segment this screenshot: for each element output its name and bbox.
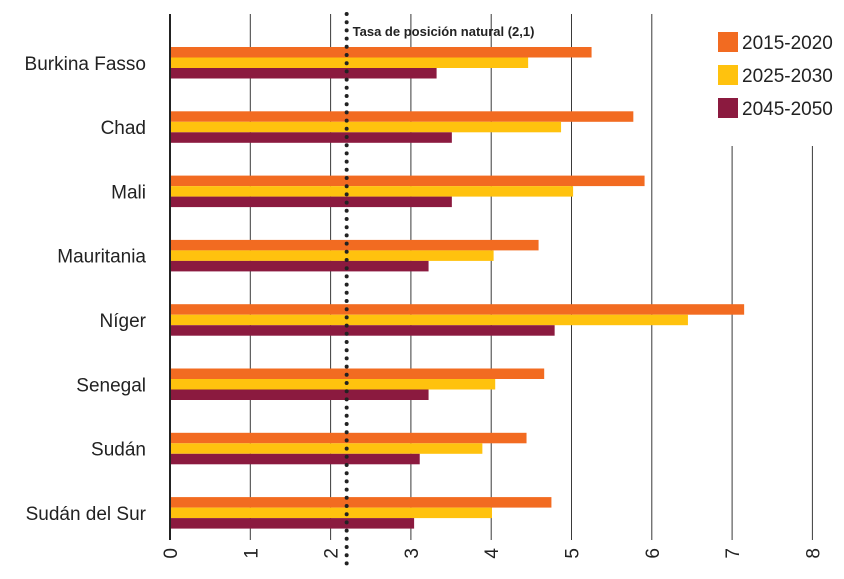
legend-swatch: [718, 32, 738, 52]
bar-níger-2045-2050: [170, 325, 555, 336]
x-tick-label: 3: [402, 548, 423, 559]
bar-burkina-fasso-2025-2030: [170, 57, 529, 68]
legend-label: 2015-2020: [742, 33, 833, 54]
bars: [170, 47, 745, 529]
x-tick-label: 2: [322, 548, 343, 559]
category-label: Níger: [100, 311, 147, 332]
bar-burkina-fasso-2045-2050: [170, 68, 437, 79]
reference-line-label: Tasa de posición natural (2,1): [353, 24, 535, 39]
x-tick-label: 8: [803, 548, 824, 559]
bar-mauritania-2045-2050: [170, 260, 429, 272]
category-labels: Burkina Fasso Chad Mali Mauritania Níger Sene…: [25, 54, 147, 525]
bar-sudán-2045-2050: [170, 453, 420, 465]
x-tick-label: 1: [241, 548, 262, 559]
category-label: Sudán: [91, 440, 146, 461]
bar-senegal-2015-2020: [170, 368, 545, 379]
legend-label: 2045-2050: [742, 99, 833, 120]
bar-sudán-del-sur-2045-2050: [170, 518, 415, 529]
bar-mali-2015-2020: [170, 175, 645, 187]
category-label: Burkina Fasso: [25, 54, 146, 75]
bar-mauritania-2015-2020: [170, 239, 539, 251]
reference-line-group: Tasa de posición natural (2,1): [344, 12, 535, 568]
bar-sudán-2025-2030: [170, 443, 483, 454]
x-tick-label: 6: [643, 548, 664, 559]
bar-mali-2025-2030: [170, 186, 574, 197]
x-tick-labels: 0 1 2 3 4 5 6 7 8: [161, 548, 824, 559]
bar-sudán-del-sur-2025-2030: [170, 507, 493, 519]
grid-lines: [249, 14, 813, 540]
bar-senegal-2025-2030: [170, 379, 496, 390]
bar-mauritania-2025-2030: [170, 250, 494, 261]
category-label: Sudán del Sur: [26, 504, 147, 525]
legend: 2015-2020 2025-2030 2045-2050: [718, 32, 833, 120]
x-tick-label: 7: [723, 548, 744, 559]
x-tick-label: 4: [482, 548, 503, 559]
x-tick-label: 5: [563, 548, 584, 559]
legend-swatch: [718, 65, 738, 85]
bar-chad-2015-2020: [170, 111, 634, 122]
category-label: Mali: [111, 182, 146, 203]
bar-mali-2045-2050: [170, 196, 452, 208]
bar-níger-2015-2020: [170, 304, 745, 315]
legend-swatch: [718, 98, 738, 118]
bar-senegal-2045-2050: [170, 389, 429, 400]
bar-sudán-del-sur-2015-2020: [170, 497, 552, 508]
x-tick-label: 0: [161, 548, 182, 559]
bar-chad-2025-2030: [170, 121, 562, 133]
bar-níger-2025-2030: [170, 314, 688, 326]
bar-chad-2045-2050: [170, 132, 452, 143]
category-label: Mauritania: [57, 247, 146, 268]
category-label: Senegal: [76, 375, 146, 396]
legend-label: 2025-2030: [742, 66, 833, 87]
bar-sudán-2015-2020: [170, 432, 527, 444]
category-label: Chad: [101, 118, 146, 139]
bar-burkina-fasso-2015-2020: [170, 47, 592, 58]
